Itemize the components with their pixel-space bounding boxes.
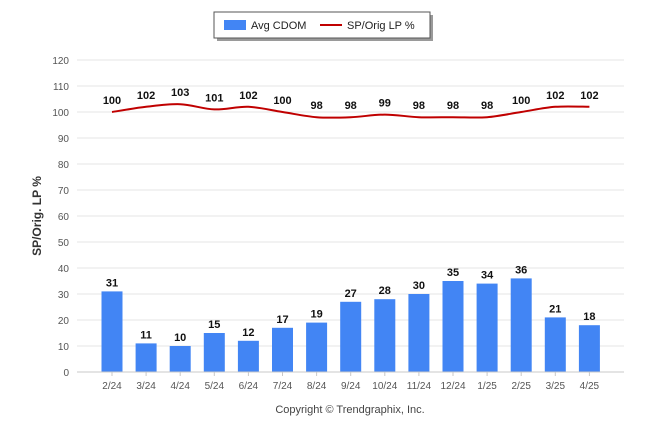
bar: [374, 299, 396, 372]
y-tick-label: 70: [58, 186, 70, 197]
line-data-labels: 100 102 103 101 102 100 98 98 99 98 98 98 100 102 102: [103, 87, 599, 112]
bar-value-label: 27: [345, 288, 357, 300]
bar-value-label: 12: [242, 327, 254, 339]
line-value-label: 98: [345, 100, 357, 112]
bar-value-label: 30: [413, 280, 425, 292]
bar: [578, 325, 600, 372]
y-tick-label: 90: [58, 134, 70, 145]
bar-value-label: 10: [174, 332, 186, 344]
line-value-label: 102: [137, 90, 155, 102]
x-tick-label: 6/24: [239, 381, 259, 392]
y-tick-label: 80: [58, 160, 70, 171]
bar-value-label: 31: [106, 277, 118, 289]
x-tick-label: 11/24: [407, 381, 432, 392]
legend-label-avg-cdom: Avg CDOM: [251, 20, 306, 32]
bar-value-label: 36: [515, 264, 527, 276]
x-tick-label: 2/24: [102, 381, 122, 392]
legend: Avg CDOM SP/Orig LP %: [213, 11, 433, 41]
bar: [340, 301, 362, 372]
line-value-label: 98: [310, 100, 322, 112]
x-tick-label: 4/24: [170, 381, 190, 392]
line-series-sp-orig-lp: [111, 103, 590, 119]
x-tick-label: 3/25: [546, 381, 566, 392]
line-value-label: 102: [580, 90, 598, 102]
y-axis-title: SP/Orig. LP %: [30, 176, 44, 256]
bar: [544, 317, 566, 372]
x-tick-label: 5/24: [205, 381, 225, 392]
bar-value-label: 21: [549, 303, 561, 315]
bar: [135, 343, 157, 372]
bar: [510, 278, 532, 372]
bar-value-label: 28: [379, 285, 391, 297]
line-value-label: 99: [379, 98, 391, 110]
y-tick-label: 10: [58, 342, 70, 353]
bar-value-label: 11: [140, 329, 152, 341]
bar: [203, 333, 225, 372]
legend-label-sp-orig-lp: SP/Orig LP %: [347, 20, 415, 32]
x-tick-label: 2/25: [511, 381, 531, 392]
y-tick-label: 120: [52, 56, 69, 67]
bar-value-label: 19: [310, 309, 322, 321]
bar-value-label: 18: [583, 311, 595, 323]
copyright-text: Copyright © Trendgraphix, Inc.: [275, 404, 424, 416]
bar: [101, 291, 123, 372]
line-value-label: 101: [205, 92, 223, 104]
bar: [272, 327, 293, 372]
y-tick-label: 60: [58, 212, 70, 223]
line-value-label: 98: [447, 100, 459, 112]
line-value-label: 103: [171, 87, 189, 99]
bar: [237, 340, 259, 372]
y-tick-label: 50: [58, 238, 70, 249]
y-tick-label: 30: [58, 290, 70, 301]
bar: [408, 294, 430, 372]
y-tick-label: 20: [58, 316, 70, 327]
bar-value-label: 17: [276, 314, 288, 326]
x-tick-label: 1/25: [477, 381, 497, 392]
bar: [169, 346, 191, 372]
bar-series: [101, 278, 600, 372]
x-tick-label: 9/24: [341, 381, 361, 392]
bar: [476, 283, 498, 372]
legend-bar-swatch: [224, 20, 246, 30]
y-tick-label: 110: [53, 82, 69, 93]
bar-value-label: 35: [447, 267, 459, 279]
x-axis-ticks: 2/24 3/24 4/24 5/24 6/24 7/24 8/24 9/24 10/24 11/…: [102, 372, 600, 392]
line-value-label: 100: [273, 95, 291, 107]
y-tick-label: 100: [52, 108, 69, 119]
x-tick-label: 8/24: [307, 381, 327, 392]
bar: [306, 322, 328, 372]
bar-value-label: 34: [481, 270, 494, 282]
x-tick-label: 4/25: [580, 381, 600, 392]
y-tick-label: 40: [58, 264, 70, 275]
bar: [442, 281, 464, 372]
x-tick-label: 7/24: [273, 381, 293, 392]
bar-data-labels: 31 11 10 15 12 17 19 27 28 30 35 34 36 21 18: [106, 264, 596, 344]
line-value-label: 100: [512, 95, 530, 107]
bar-value-label: 15: [208, 319, 220, 331]
line-value-label: 98: [481, 100, 493, 112]
x-tick-label: 3/24: [136, 381, 156, 392]
line-value-label: 100: [103, 95, 121, 107]
gridlines: [77, 59, 624, 373]
x-tick-label: 12/24: [440, 381, 465, 392]
line-value-label: 102: [546, 90, 564, 102]
y-axis-ticks: 0 10 20 30 40 50 60 70 80 90 100 110 120: [52, 56, 69, 379]
line-value-label: 98: [413, 100, 425, 112]
y-tick-label: 0: [63, 368, 69, 379]
line-value-label: 102: [239, 90, 257, 102]
x-tick-label: 10/24: [372, 381, 397, 392]
